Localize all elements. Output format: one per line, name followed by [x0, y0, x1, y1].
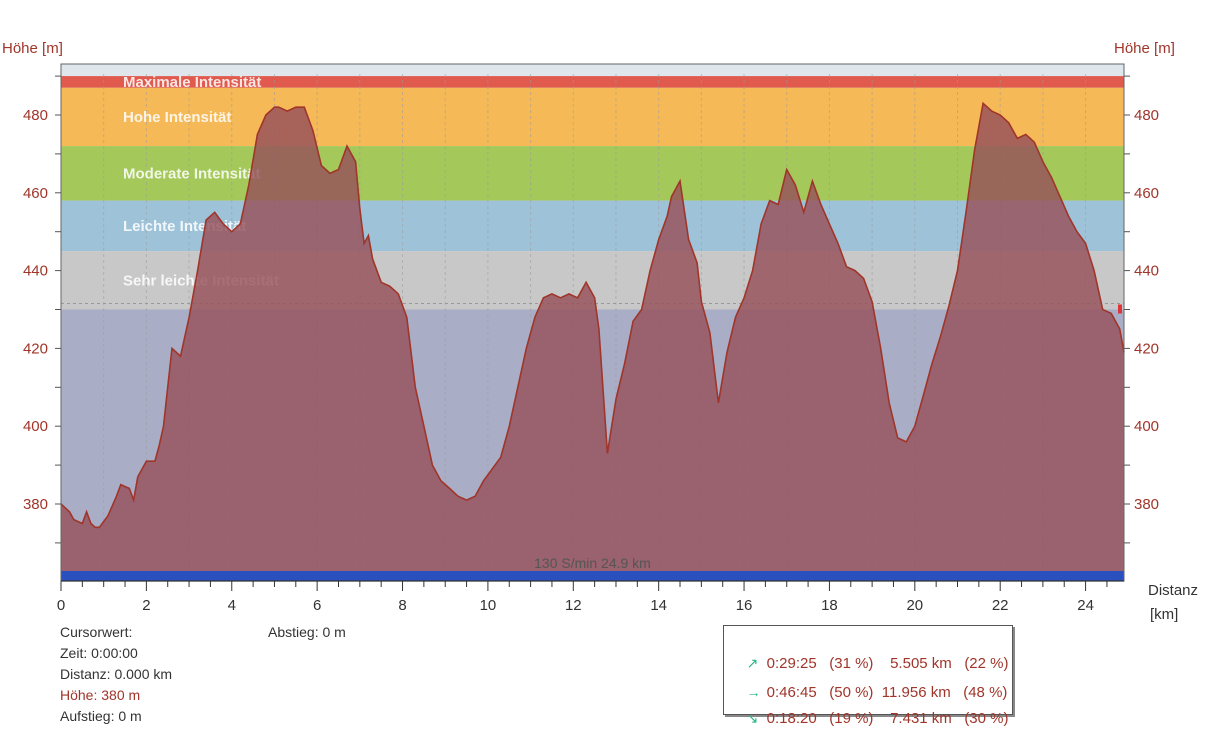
y-axis-ticks-left: 380 400 420 440 460 480 [23, 75, 61, 544]
y-tick-label-right: 400 [1134, 418, 1159, 435]
y-tick-label-right: 420 [1134, 340, 1159, 357]
bottom-bar-label: 130 S/min 24.9 km [534, 555, 651, 571]
stats-distance-pct: (48 %) [963, 684, 1008, 701]
y-tick-label-left: 440 [23, 263, 48, 280]
cursor-descent: Abstieg: 0 m [268, 624, 346, 640]
y-tick-label-right: 380 [1134, 496, 1159, 513]
stats-time-pct: (19 %) [829, 710, 874, 727]
y-axis-title-left: Höhe [m] [2, 40, 63, 57]
cursor-heading: Cursorwert: [60, 624, 133, 640]
stats-time-pct: (31 %) [829, 655, 874, 672]
arrow-up-right-icon: ↗ [746, 655, 759, 671]
x-tick-label: 4 [228, 597, 236, 614]
x-axis-ticks: 0 2 4 6 8 10 12 14 16 18 20 22 24 [57, 581, 1108, 614]
x-tick-label: 10 [480, 597, 497, 614]
x-tick-label: 22 [992, 597, 1009, 614]
x-tick-label: 18 [821, 597, 838, 614]
stats-time: 0:29:25 [766, 655, 817, 672]
intensity-zone-band [61, 87, 1124, 147]
y-tick-label-right: 440 [1134, 263, 1159, 280]
bottom-bar [61, 571, 1124, 581]
y-axis-ticks-right: 380 400 420 440 460 480 [1124, 75, 1159, 544]
x-tick-label: 14 [650, 597, 667, 614]
stats-distance-pct: (30 %) [964, 710, 1009, 727]
stats-distance: 7.431 km [890, 710, 952, 727]
x-tick-label: 24 [1077, 597, 1094, 614]
stats-time: 0:18:20 [766, 710, 817, 727]
cursor-value-panel: Cursorwert: Zeit: 0:00:00 Distanz: 0.000… [60, 622, 172, 727]
y-tick-label-left: 420 [23, 340, 48, 357]
cursor-elevation: Höhe: 380 m [60, 687, 141, 703]
cursor-ascent: Aufstieg: 0 m [60, 708, 142, 724]
stats-distance: 5.505 km [890, 655, 952, 672]
top-strip [61, 64, 1124, 74]
x-tick-label: 20 [906, 597, 923, 614]
intensity-zone-label: Hohe Intensität [123, 109, 231, 126]
stats-row-uphill: ↗ 0:29:25 (31 %) 5.505 km (22 %) [730, 630, 1009, 672]
x-axis-unit: [km] [1150, 606, 1179, 623]
x-tick-label: 0 [57, 597, 65, 614]
slope-stats-box: ↗ 0:29:25 (31 %) 5.505 km (22 %) → 0:46:45… [723, 625, 1013, 727]
arrow-right-icon: → [746, 684, 761, 700]
stats-time: 0:46:45 [766, 684, 817, 701]
cursor-marker[interactable] [1118, 304, 1122, 314]
stats-distance-pct: (22 %) [964, 655, 1009, 672]
x-tick-label: 16 [736, 597, 753, 614]
stats-distance: 11.956 km [881, 684, 951, 701]
stats-time-pct: (50 %) [829, 684, 874, 701]
y-tick-label-left: 400 [23, 418, 48, 435]
cursor-time: Zeit: 0:00:00 [60, 645, 138, 661]
y-tick-label-left: 380 [23, 496, 48, 513]
cursor-distance: Distanz: 0.000 km [60, 666, 173, 682]
x-tick-label: 2 [142, 597, 150, 614]
x-tick-label: 12 [565, 597, 582, 614]
y-axis-title-right: Höhe [m] [1114, 40, 1175, 57]
intensity-zone-label: Maximale Intensität [123, 74, 261, 91]
intensity-zone-band [61, 76, 1124, 88]
arrow-down-right-icon: ↘ [746, 710, 759, 726]
x-tick-label: 8 [398, 597, 406, 614]
y-tick-label-right: 480 [1134, 107, 1159, 124]
intensity-zone-band [61, 146, 1124, 201]
intensity-zone-label: Moderate Intensität [123, 165, 261, 182]
x-tick-label: 6 [313, 597, 321, 614]
x-axis-title: Distanz [1148, 582, 1199, 599]
y-tick-label-left: 460 [23, 185, 48, 202]
elevation-profile-line [60, 101, 1125, 529]
stats-row-downhill: ↘ 0:18:20 (19 %) 7.431 km (30 %) [730, 685, 1009, 727]
elevation-profile-area [61, 103, 1124, 572]
stats-row-flat: → 0:46:45 (50 %) 11.956 km (48 %) [730, 659, 1008, 701]
y-tick-label-right: 460 [1134, 185, 1159, 202]
y-tick-label-left: 480 [23, 107, 48, 124]
elevation-chart[interactable]: Maximale Intensität Hohe Intensität Modera… [0, 0, 1213, 620]
